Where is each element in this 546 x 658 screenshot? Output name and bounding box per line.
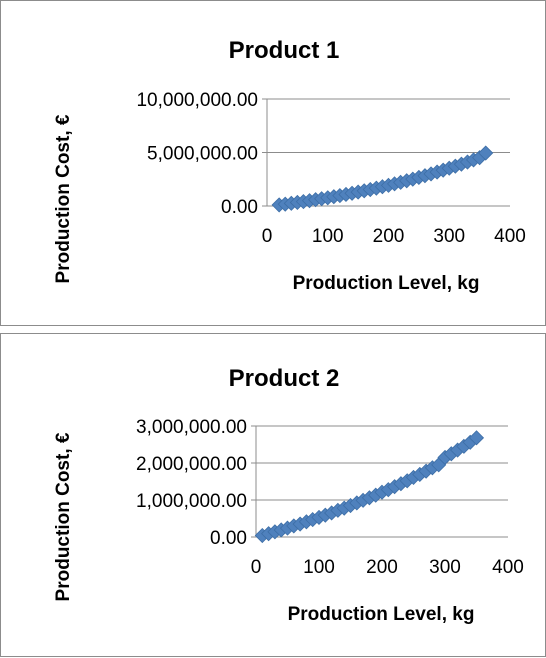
- x-tick-label: 200: [366, 557, 398, 578]
- data-point-marker: [478, 145, 494, 161]
- x-tick-label: 0: [251, 557, 262, 578]
- x-tick-label: 0: [262, 226, 273, 247]
- y-tick-label: 1,000,000.00: [136, 491, 247, 512]
- x-axis-title: Production Level, kg: [293, 273, 480, 294]
- y-tick-label: 0.00: [221, 197, 258, 218]
- chart-title: Product 2: [229, 365, 340, 392]
- y-axis-title: Production Cost, €: [53, 432, 74, 601]
- y-axis-title: Production Cost, €: [53, 114, 74, 283]
- chart-1-svg: Product 1 0.005,000,000.0010,000,000.00 …: [53, 37, 526, 294]
- x-tick-label: 100: [303, 557, 335, 578]
- y-tick-label: 0.00: [210, 528, 247, 549]
- x-tick-label: 200: [373, 226, 405, 247]
- x-tick-label: 100: [312, 226, 344, 247]
- y-tick-label: 5,000,000.00: [147, 144, 258, 165]
- x-tick-label: 300: [429, 557, 461, 578]
- chart-2-svg: Product 2 0.00 1,000,000.00 2,000,000.00 3,…: [53, 365, 524, 625]
- x-tick-label: 400: [494, 226, 526, 247]
- y-tick-label: 2,000,000.00: [136, 454, 247, 475]
- x-tick-label: 400: [492, 557, 524, 578]
- chart-product-2: Product 2 0.00 1,000,000.00 2,000,000.00 3,…: [0, 333, 546, 657]
- x-axis-title: Production Level, kg: [288, 604, 475, 625]
- data-point-marker: [468, 430, 485, 446]
- x-tick-label: 300: [433, 226, 465, 247]
- y-tick-label: 3,000,000.00: [136, 417, 247, 438]
- chart-product-1: Product 1 0.00 5,000,000.00 10,000,000.00 …: [0, 0, 546, 326]
- y-tick-label: 10,000,000.00: [136, 90, 258, 111]
- chart-title: Product 1: [229, 37, 340, 64]
